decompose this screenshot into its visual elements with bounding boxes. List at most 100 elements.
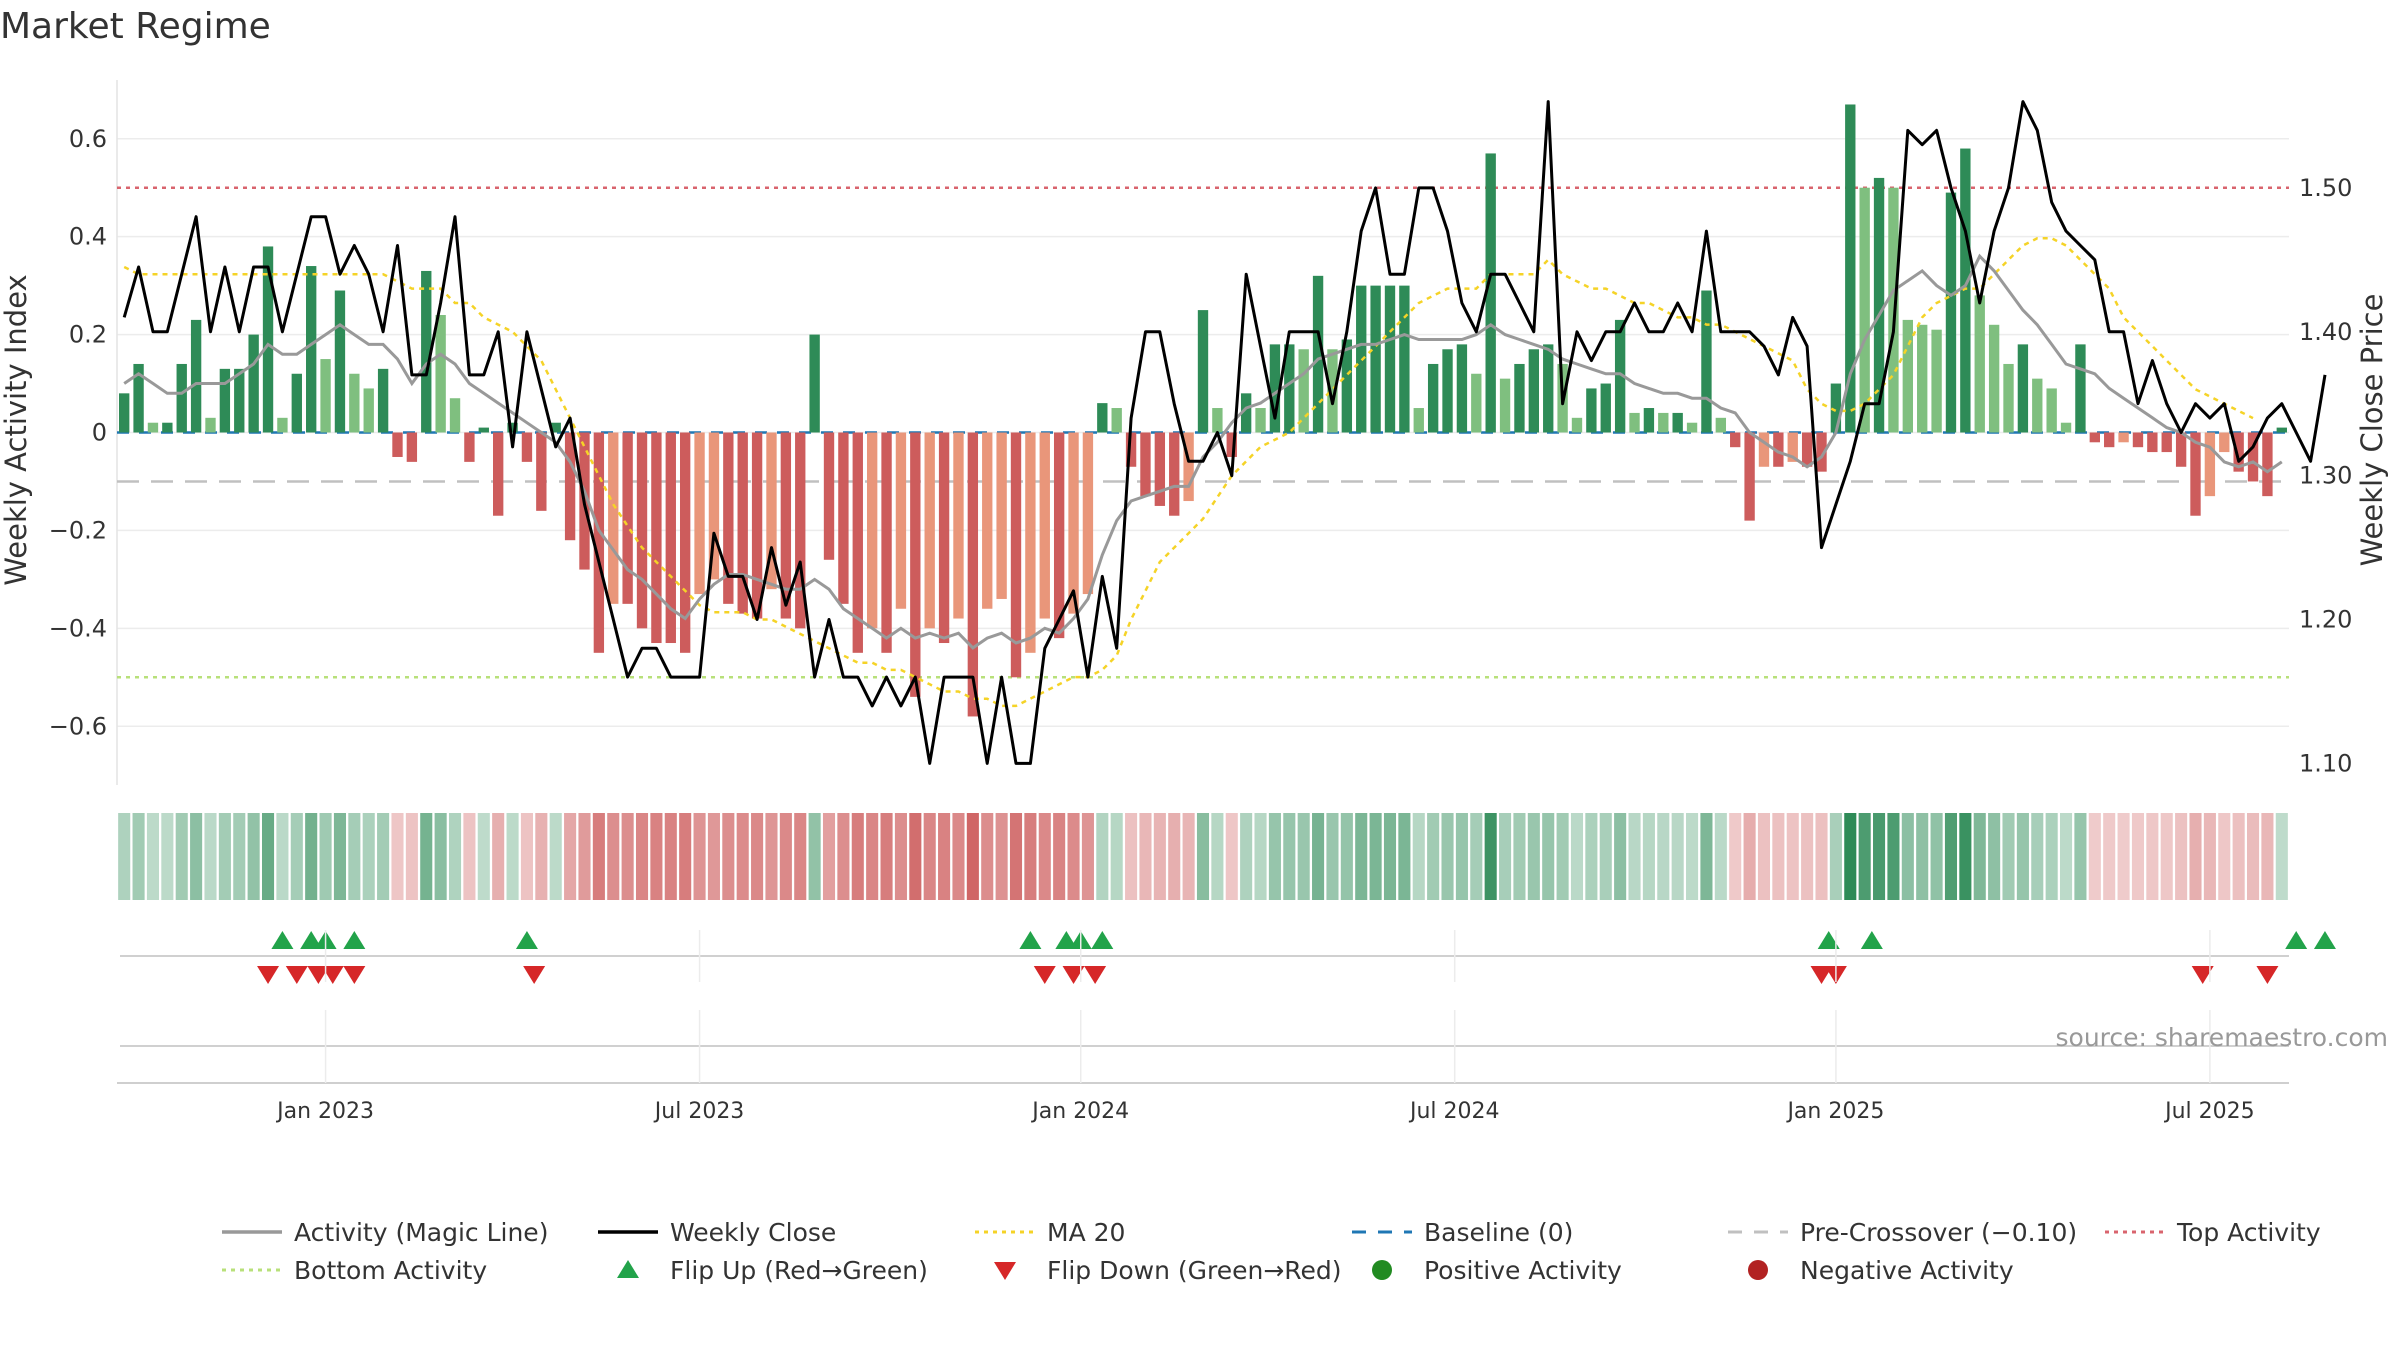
regime-cell: [966, 813, 979, 900]
legend-label: Negative Activity: [1800, 1256, 2014, 1285]
activity-bar: [421, 270, 432, 433]
regime-cell: [2074, 813, 2087, 900]
regime-cell: [247, 813, 260, 900]
regime-cell: [362, 813, 375, 900]
activity-bar: [2118, 432, 2129, 443]
activity-bar: [2276, 427, 2287, 433]
magic-line: [123, 253, 2283, 650]
regime-cell: [1556, 813, 1569, 900]
right-tick-label: 1.30: [2299, 462, 2352, 490]
regime-cell: [2103, 813, 2116, 900]
regime-cell: [448, 813, 462, 900]
activity-bar: [1629, 412, 1640, 433]
flip-down-marker: [321, 966, 344, 984]
left-tick-label: −0.2: [49, 516, 107, 544]
regime-cell: [1657, 813, 1670, 900]
regime-cell: [1081, 813, 1094, 900]
regime-cell: [1628, 813, 1641, 900]
flip-down-marker: [257, 966, 280, 984]
activity-bar: [2075, 344, 2086, 433]
activity-bar: [176, 363, 187, 433]
activity-bar: [1859, 187, 1870, 433]
activity-bar: [1514, 363, 1525, 433]
regime-cell: [995, 813, 1008, 900]
regime-cell: [1441, 813, 1454, 900]
activity-bar: [435, 315, 446, 433]
activity-bar: [1298, 349, 1309, 433]
activity-bar: [248, 334, 259, 433]
activity-bar: [1154, 432, 1166, 506]
regime-cell: [2060, 813, 2073, 900]
regime-cell: [2275, 813, 2288, 900]
activity-bar: [1025, 432, 1036, 653]
regime-cell: [1686, 813, 1699, 900]
activity-bar: [1801, 432, 1813, 467]
activity-bar: [406, 432, 418, 462]
activity-bar: [1427, 363, 1439, 433]
activity-bar: [550, 422, 561, 433]
activity-bar: [320, 359, 331, 433]
regime-cell: [1542, 813, 1555, 900]
regime-cell: [190, 813, 203, 900]
legend: Activity (Magic Line) Weekly Close MA 20 Ba…: [222, 1218, 2321, 1285]
activity-bar: [1571, 417, 1583, 433]
activity-bar: [363, 388, 374, 433]
activity-bar: [2204, 432, 2216, 497]
activity-bar: [392, 432, 403, 457]
ma20-line: [123, 237, 2254, 708]
activity-bar: [2219, 432, 2230, 453]
activity-bar: [1097, 403, 1108, 433]
activity-bar: [996, 432, 1007, 599]
regime-cell: [1599, 813, 1612, 900]
regime-cell: [1772, 813, 1785, 900]
regime-cell: [333, 813, 346, 900]
legend-label: Pre-Crossover (−0.10): [1800, 1218, 2077, 1247]
activity-bar: [924, 432, 935, 629]
activity-bar: [1485, 153, 1496, 433]
activity-bar: [751, 432, 763, 619]
activity-bar: [1773, 432, 1784, 467]
regime-cell: [1283, 813, 1296, 900]
right-axis-title: Weekly Close Price: [2355, 294, 2389, 567]
activity-bar: [2089, 432, 2100, 443]
left-tick-label: −0.4: [49, 614, 107, 642]
activity-bar: [1730, 432, 1741, 448]
regime-cell: [592, 813, 605, 900]
flip-up-marker: [2313, 931, 2336, 949]
regime-cell: [1988, 813, 2001, 900]
right-tick-label: 1.20: [2299, 606, 2352, 634]
activity-bar: [334, 290, 346, 433]
regime-cell: [2088, 813, 2101, 900]
left-tick-label: 0.4: [69, 223, 107, 251]
activity-bar: [1830, 383, 1842, 433]
activity-bar: [521, 432, 533, 462]
activity-bar: [938, 432, 950, 644]
activity-bar: [780, 432, 792, 619]
regime-cell: [305, 813, 318, 900]
regime-cell: [1340, 813, 1353, 900]
activity-bar: [2247, 432, 2259, 482]
activity-bar: [449, 398, 461, 433]
regime-cell: [1139, 813, 1152, 900]
regime-cell: [2203, 813, 2216, 900]
flip-down-marker: [285, 966, 308, 984]
regime-cell: [520, 813, 533, 900]
regime-cell: [290, 813, 303, 900]
regime-cell: [1196, 813, 1210, 900]
regime-cell: [261, 813, 275, 900]
activity-bar: [162, 422, 173, 433]
regime-cell: [2031, 813, 2044, 900]
regime-cell: [707, 813, 720, 900]
activity-bar: [651, 432, 662, 644]
activity-bar: [2175, 432, 2187, 467]
regime-cell: [319, 813, 332, 900]
activity-bar: [2060, 422, 2072, 433]
source-label: source: sharemaestro.com: [2056, 1023, 2389, 1052]
activity-bar: [1068, 432, 1079, 614]
activity-bar: [2161, 432, 2172, 453]
regime-cell: [1700, 813, 1713, 900]
activity-bar: [1341, 339, 1353, 433]
activity-bar: [795, 432, 806, 629]
regime-cell: [1225, 813, 1238, 900]
flip-up-marker: [271, 931, 294, 949]
